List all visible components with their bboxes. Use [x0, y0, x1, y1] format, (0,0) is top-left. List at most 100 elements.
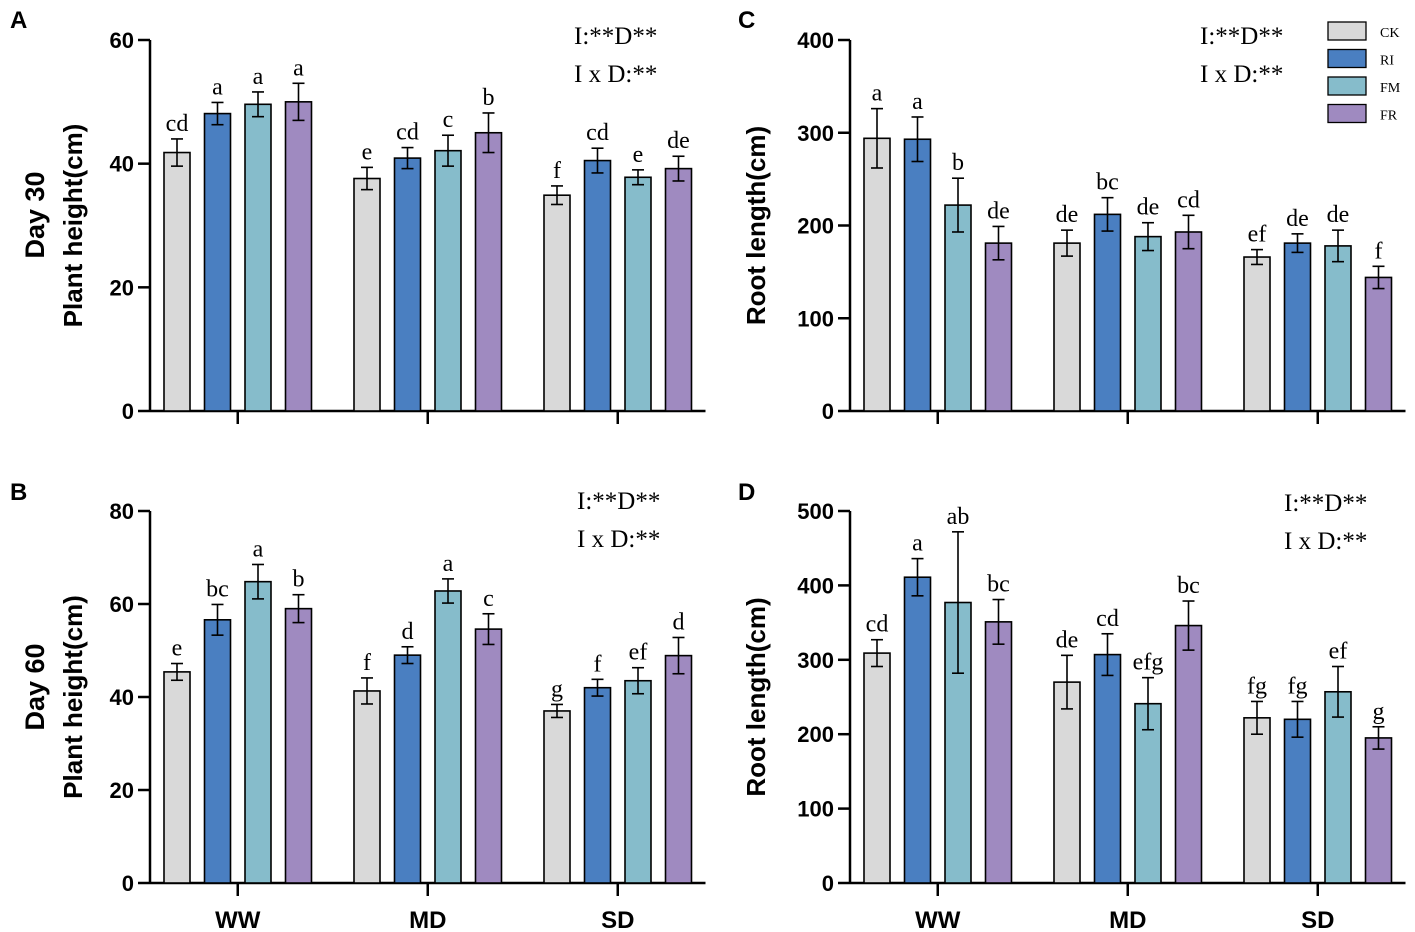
- significance-letter: de: [1327, 202, 1350, 228]
- significance-letter: de: [987, 198, 1010, 224]
- bar-ck: [353, 690, 381, 884]
- bar-fm: [244, 103, 272, 412]
- x-category-label: MD: [409, 907, 446, 932]
- significance-letter: a: [253, 536, 264, 562]
- y-tick-label: 100: [797, 797, 834, 822]
- significance-letter: a: [212, 74, 223, 100]
- y-axis-label: Plant height(cm): [58, 595, 88, 799]
- x-category-label: WW: [915, 907, 961, 932]
- bar-ri: [583, 159, 612, 412]
- stats-annotation: I:**D**: [577, 488, 660, 515]
- significance-letter: c: [483, 586, 494, 612]
- y-tick-label: 40: [110, 685, 134, 710]
- panel-letter: C: [738, 7, 755, 34]
- significance-letter: de: [1056, 627, 1079, 653]
- significance-letter: a: [912, 89, 923, 115]
- y-tick-label: 40: [110, 152, 134, 177]
- y-tick-label: 200: [797, 722, 834, 747]
- y-tick-label: 200: [797, 214, 834, 239]
- y-tick-label: 0: [122, 871, 134, 896]
- bar-ck: [863, 137, 891, 412]
- significance-letter: cd: [1177, 187, 1200, 213]
- y-tick-label: 80: [110, 499, 134, 524]
- significance-letter: fg: [1288, 673, 1308, 699]
- bar-fr: [664, 167, 693, 412]
- bar-ri: [1283, 242, 1312, 412]
- panel-letter: D: [738, 479, 755, 506]
- significance-letter: ab: [947, 504, 970, 530]
- bar-fr: [984, 242, 1013, 412]
- y-tick-label: 60: [110, 592, 134, 617]
- significance-letter: de: [1286, 206, 1309, 232]
- significance-letter: cd: [396, 120, 419, 146]
- bar-fm: [1134, 702, 1162, 884]
- legend-label: CK: [1380, 26, 1399, 41]
- bar-fm: [624, 176, 652, 412]
- bar-ri: [203, 619, 232, 884]
- legend-label: FM: [1380, 81, 1401, 96]
- bar-fm: [434, 149, 462, 412]
- x-category-label: SD: [1301, 907, 1334, 932]
- significance-letter: e: [362, 139, 373, 165]
- chart-panel-d: D Root length(cm) 0 100 200 300 400 500 WW MD SD cd…: [738, 479, 1406, 932]
- significance-letter: d: [402, 619, 414, 645]
- significance-letter: ef: [1329, 638, 1348, 664]
- bar-ck: [1053, 242, 1081, 412]
- stats-annotation: I:**D**: [1200, 23, 1283, 50]
- significance-letter: a: [293, 55, 304, 81]
- legend: CK RI FM FR: [1327, 21, 1401, 124]
- bar-fm: [624, 679, 652, 884]
- y-tick-label: 400: [797, 28, 834, 53]
- x-category-label: MD: [1109, 907, 1146, 932]
- y-tick-label: 300: [797, 121, 834, 146]
- stats-annotation: I x D:**: [577, 526, 660, 553]
- significance-letter: cd: [866, 612, 889, 638]
- significance-letter: a: [253, 64, 264, 90]
- bar-ck: [1053, 681, 1081, 884]
- significance-letter: ef: [629, 640, 648, 666]
- stats-annotation: I x D:**: [1200, 61, 1283, 88]
- significance-letter: a: [912, 531, 923, 557]
- significance-letter: cd: [166, 111, 189, 137]
- significance-letter: g: [551, 676, 563, 702]
- bar-ck: [353, 177, 381, 412]
- bar-ck: [1243, 256, 1271, 412]
- y-tick-label: 0: [122, 399, 134, 424]
- bar-fm: [944, 204, 972, 412]
- stats-annotation: I:**D**: [574, 23, 657, 50]
- bar-ri: [583, 686, 612, 884]
- y-axis-label: Root length(cm): [741, 597, 771, 796]
- bar-ri: [203, 112, 232, 412]
- legend-label: RI: [1380, 54, 1394, 69]
- bar-fr: [474, 628, 503, 884]
- y-tick-label: 0: [822, 871, 834, 896]
- bar-fr: [284, 101, 313, 412]
- significance-letter: f: [553, 158, 561, 184]
- significance-letter: bc: [1177, 573, 1200, 599]
- bar-fm: [434, 590, 462, 884]
- bar-ck: [1243, 717, 1271, 884]
- bar-fm: [244, 580, 272, 884]
- significance-letter: efg: [1133, 650, 1164, 676]
- significance-letter: bc: [987, 572, 1010, 598]
- bar-fr: [474, 131, 503, 412]
- significance-letter: f: [363, 650, 371, 676]
- bar-fr: [1174, 624, 1203, 884]
- y-tick-label: 300: [797, 648, 834, 673]
- bar-fr: [1364, 276, 1393, 412]
- significance-letter: de: [1056, 202, 1079, 228]
- legend-swatch-fr: [1327, 103, 1367, 124]
- significance-letter: bc: [206, 576, 229, 602]
- panel-letter: A: [10, 7, 27, 34]
- bar-fr: [284, 607, 313, 884]
- bar-fm: [1324, 690, 1352, 884]
- bar-fr: [664, 654, 693, 884]
- significance-letter: cd: [586, 120, 609, 146]
- bar-ck: [163, 671, 191, 884]
- significance-letter: ef: [1248, 222, 1267, 248]
- significance-letter: e: [172, 636, 183, 662]
- legend-swatch-ck: [1327, 21, 1367, 41]
